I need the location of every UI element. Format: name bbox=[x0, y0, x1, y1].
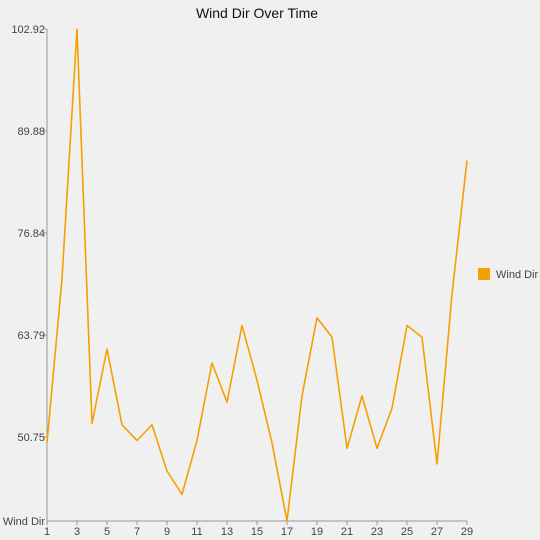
chart-title: Wind Dir Over Time bbox=[196, 5, 318, 21]
x-tick-label: 9 bbox=[164, 526, 170, 538]
x-tick-label: 21 bbox=[341, 526, 353, 538]
y-tick-label: 63.79 bbox=[17, 330, 45, 342]
x-tick-label: 7 bbox=[134, 526, 140, 538]
series-line-wind-dir bbox=[46, 28, 468, 522]
x-tick-label: 3 bbox=[74, 526, 80, 538]
x-tick-label: 25 bbox=[401, 526, 413, 538]
x-tick-label: 1 bbox=[44, 526, 50, 538]
x-tick-label: 11 bbox=[191, 526, 202, 538]
x-tick-label: 15 bbox=[251, 526, 263, 538]
y-axis-label: Wind Dir bbox=[3, 516, 46, 528]
x-tick-label: 5 bbox=[104, 526, 110, 538]
x-tick-label: 13 bbox=[221, 526, 233, 538]
y-tick-label: 102.92 bbox=[11, 24, 45, 36]
legend-swatch-wind-dir bbox=[478, 268, 490, 280]
y-tick-label: 50.75 bbox=[17, 432, 45, 444]
y-tick-label: 76.84 bbox=[17, 228, 45, 240]
y-axis: 50.75 63.79 76.84 89.88 102.92 Wind Dir bbox=[3, 24, 48, 528]
x-tick-label: 29 bbox=[461, 526, 473, 538]
series-layer bbox=[46, 28, 468, 522]
x-tick-label: 23 bbox=[371, 526, 383, 538]
x-tick-label: 17 bbox=[281, 526, 293, 538]
x-tick-label: 27 bbox=[431, 526, 443, 538]
y-tick-label: 89.88 bbox=[17, 126, 45, 138]
x-axis: 1 3 5 7 9 11 13 15 17 19 21 23 25 27 29 bbox=[44, 520, 473, 538]
legend: Wind Dir bbox=[478, 268, 539, 281]
legend-label-wind-dir: Wind Dir bbox=[496, 269, 539, 281]
x-tick-label: 19 bbox=[311, 526, 323, 538]
